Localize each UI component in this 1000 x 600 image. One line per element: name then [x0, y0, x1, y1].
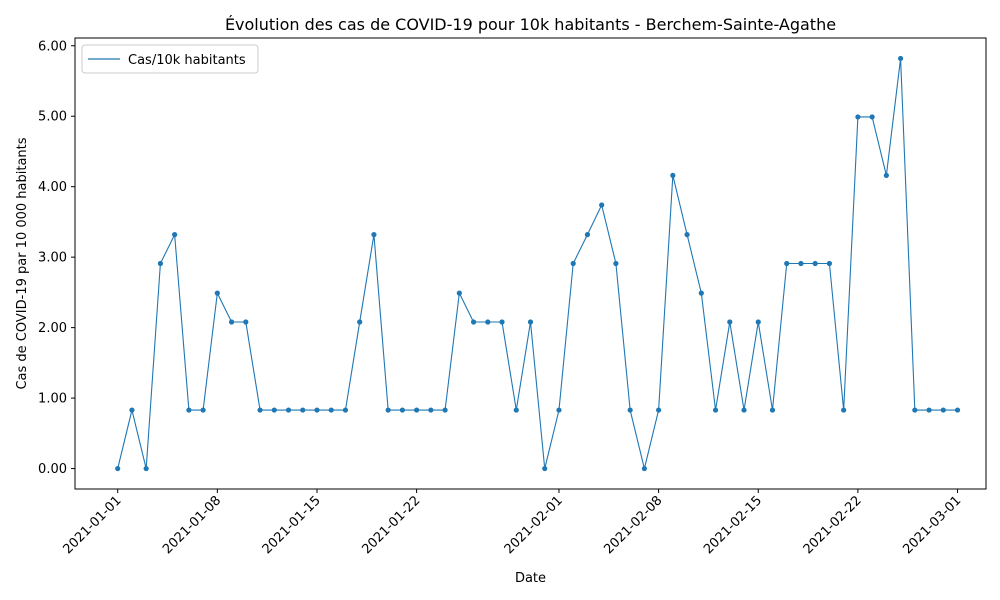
y-tick-label: 6.00 [38, 39, 67, 54]
y-tick-label: 5.00 [38, 110, 67, 125]
data-point [214, 290, 220, 296]
y-axis-label: Cas de COVID-19 par 10 000 habitants [15, 137, 30, 389]
plot-layer [115, 55, 961, 472]
data-point [414, 407, 420, 413]
data-point [613, 260, 619, 267]
data-point [300, 407, 306, 413]
data-point [527, 319, 534, 325]
data-point [940, 407, 946, 413]
data-point [556, 407, 562, 413]
data-point [271, 407, 277, 413]
data-point [428, 407, 434, 413]
data-point [741, 407, 747, 413]
data-point [228, 319, 235, 325]
data-point [399, 407, 405, 413]
data-point [570, 260, 576, 267]
data-point [172, 232, 178, 238]
plot-frame [74, 37, 987, 490]
data-point [115, 465, 121, 472]
data-point [798, 260, 804, 267]
data-point [897, 55, 904, 62]
data-point [599, 202, 605, 208]
data-point [143, 465, 149, 472]
data-point [499, 319, 505, 325]
data-point [513, 407, 519, 413]
legend-box [81, 44, 259, 74]
data-point [157, 260, 164, 267]
data-point [841, 407, 847, 413]
data-point [470, 319, 477, 325]
data-point [456, 290, 462, 296]
data-point [869, 114, 875, 120]
data-point [243, 319, 249, 325]
chart-title: Évolution des cas de COVID-19 pour 10k h… [225, 15, 836, 34]
data-point [698, 290, 704, 296]
data-point [186, 407, 192, 413]
data-point [442, 407, 448, 413]
data-point [926, 407, 932, 413]
y-tick-label: 0.00 [38, 462, 67, 477]
data-point [485, 319, 491, 325]
data-point [627, 407, 633, 413]
data-point [784, 260, 790, 267]
data-point [727, 319, 733, 325]
data-point [912, 407, 918, 413]
legend: Cas/10k habitants [81, 44, 259, 74]
data-point [712, 407, 719, 413]
data-point [855, 114, 861, 120]
data-point [328, 407, 334, 413]
x-axis-label: Date [515, 571, 546, 586]
data-point [670, 172, 676, 179]
data-point [200, 407, 206, 413]
data-point [812, 260, 818, 267]
data-point [285, 407, 292, 413]
data-point [641, 465, 647, 472]
data-point [656, 407, 662, 413]
data-point [883, 172, 889, 179]
data-point [584, 232, 591, 238]
data-point [826, 260, 833, 267]
data-point [314, 407, 320, 413]
data-point [129, 407, 135, 413]
data-point [257, 407, 263, 413]
data-point [954, 407, 961, 413]
data-point [769, 407, 776, 413]
y-tick-label: 3.00 [38, 251, 67, 266]
y-tick-label: 2.00 [38, 321, 67, 336]
data-point [684, 232, 690, 238]
legend-label: Cas/10k habitants [128, 53, 246, 68]
data-point [357, 319, 363, 325]
data-point [385, 407, 391, 413]
data-point [371, 232, 377, 238]
y-tick-label: 4.00 [38, 180, 67, 195]
data-point [755, 319, 761, 325]
y-tick-label: 1.00 [38, 392, 67, 407]
data-point [342, 407, 349, 413]
data-point [542, 465, 548, 472]
